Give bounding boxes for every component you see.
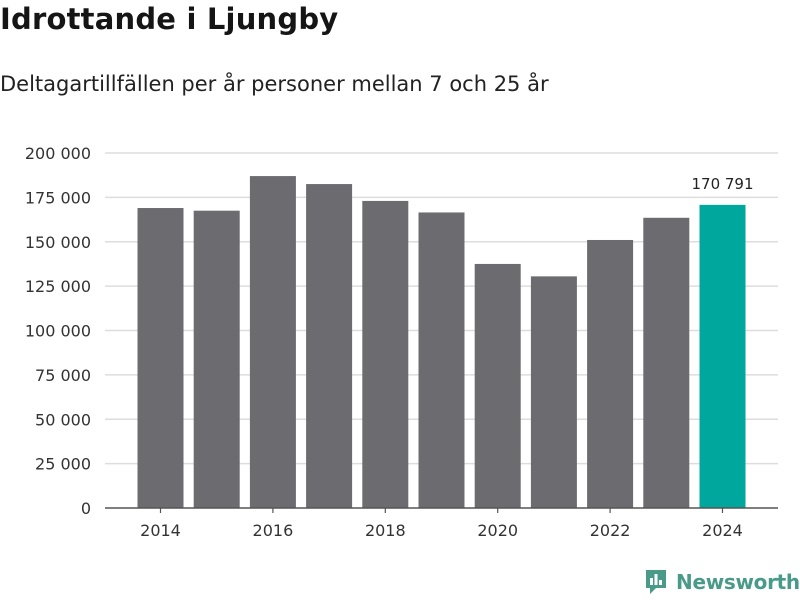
x-tick-label: 2016 [253, 521, 294, 540]
y-tick-label: 50 000 [35, 410, 91, 429]
chart-title: Idrottande i Ljungby [0, 2, 339, 36]
y-tick-label: 150 000 [25, 233, 91, 252]
bar-2024 [699, 204, 746, 508]
bar-2022 [587, 239, 634, 508]
newsworthy-logo-icon [646, 570, 666, 594]
bar-2018 [362, 200, 409, 509]
data-label-2024: 170 791 [691, 175, 753, 193]
newsworthy-logo-text: Newsworthy [676, 570, 800, 594]
bar-2019 [418, 212, 465, 508]
x-tick-label: 2018 [365, 521, 406, 540]
bar-2020 [474, 263, 521, 508]
bar-2015 [193, 210, 240, 508]
x-axis-labels: 2014 2016 2018 2020 2022 2024 [140, 508, 743, 540]
y-tick-label: 175 000 [25, 188, 91, 207]
chart-subtitle: Deltagartillfällen per år personer mella… [0, 72, 549, 96]
bar-2016 [249, 176, 296, 508]
annotations: 170 791 [691, 175, 753, 193]
bars [137, 176, 746, 509]
x-tick-label: 2020 [477, 521, 518, 540]
x-tick-label: 2024 [702, 521, 743, 540]
bar-2021 [530, 276, 577, 508]
y-tick-label: 0 [81, 499, 91, 518]
y-tick-label: 125 000 [25, 277, 91, 296]
bar-2023 [643, 217, 690, 508]
y-tick-label: 200 000 [25, 144, 91, 163]
y-axis-labels: 0 25 000 50 000 75 000 100 000 125 000 150 000… [25, 144, 91, 518]
bar-2014 [137, 208, 184, 508]
bar-2017 [306, 184, 353, 508]
x-tick-label: 2014 [140, 521, 181, 540]
newsworthy-logo: Newsworthy [644, 568, 800, 596]
y-tick-label: 100 000 [25, 322, 91, 341]
y-tick-label: 25 000 [35, 455, 91, 474]
y-tick-label: 75 000 [35, 366, 91, 385]
x-tick-label: 2022 [590, 521, 631, 540]
